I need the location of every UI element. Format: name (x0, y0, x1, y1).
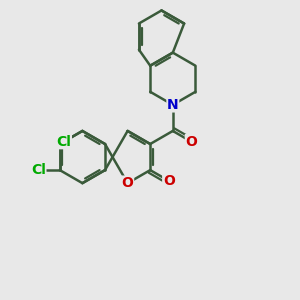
Text: Cl: Cl (56, 135, 71, 149)
Text: O: O (185, 135, 197, 149)
Text: O: O (163, 174, 175, 188)
Text: Cl: Cl (31, 163, 46, 177)
Text: O: O (122, 176, 134, 190)
Text: N: N (167, 98, 178, 112)
